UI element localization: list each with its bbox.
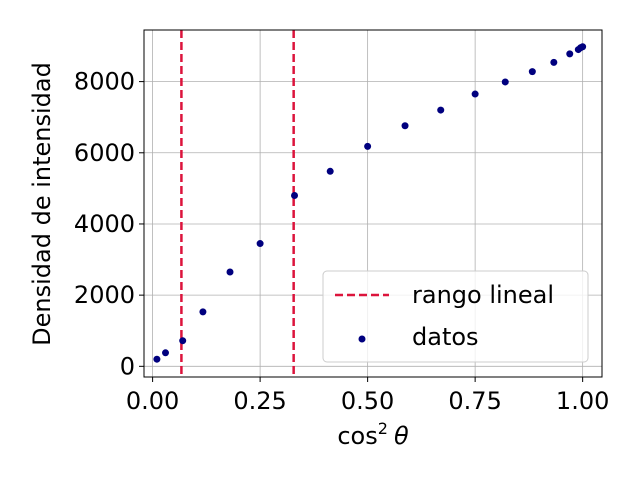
y-tick-label: 4000 [74,210,135,238]
y-tick-label: 6000 [74,139,135,167]
data-point [550,58,558,66]
data-point [226,268,234,276]
data-point [437,106,445,114]
ticks: 0.00 0.25 0.50 0.75 1.00 0 2000 4000 6000 8000 [74,68,609,415]
data-point [579,43,587,51]
x-axis-label: cos2 θ [337,419,409,450]
legend-box [322,270,589,363]
plot-frame [143,29,603,378]
y-tick-label: 2000 [74,281,135,309]
data-point [256,240,264,248]
data-point [153,355,161,363]
y-axis-label: Densidad de intensidad [28,62,56,346]
x-tick-label: 0.75 [448,387,501,415]
linear-range-lines [180,30,295,377]
data-point [401,122,409,130]
data-point [528,68,536,76]
data-point [501,78,509,86]
data-points [153,43,587,363]
x-tick-label: 0.25 [233,387,286,415]
data-point [364,142,372,150]
y-tick-label: 8000 [74,68,135,96]
data-point [199,308,207,316]
legend-label-data: datos [412,323,479,351]
legend-label-linear-range: rango lineal [412,281,554,309]
x-tick-label: 1.00 [556,387,609,415]
data-point [326,167,334,175]
y-tick-label: 0 [120,352,135,380]
x-tick-label: 0.50 [341,387,394,415]
data-point [162,349,170,357]
data-point [179,337,187,345]
data-point [566,50,574,58]
data-point [471,90,479,98]
legend: rango lineal datos [322,270,589,363]
legend-point-swatch [358,335,366,343]
x-tick-label: 0.00 [126,387,179,415]
data-point [291,191,299,199]
